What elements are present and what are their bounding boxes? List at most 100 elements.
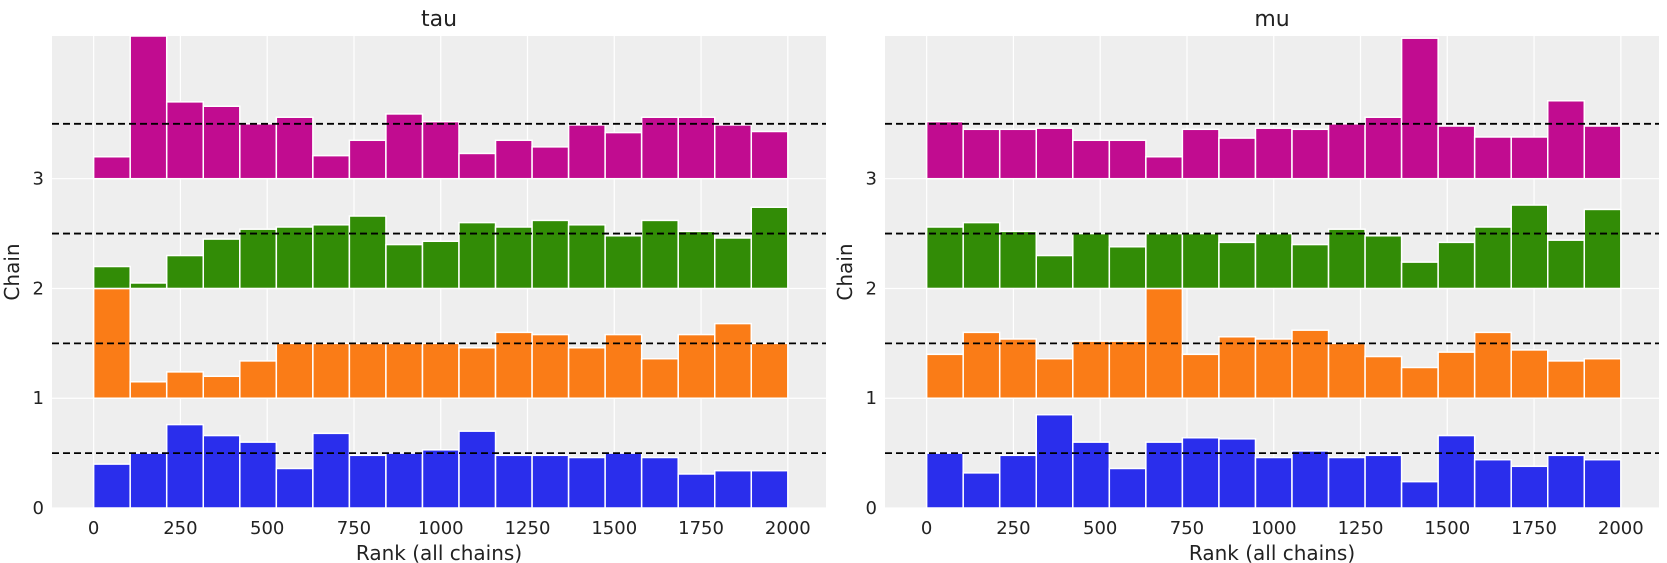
chain-1-bar	[494, 331, 533, 399]
chain-3-bar	[1072, 139, 1111, 180]
chain-0-bar	[385, 452, 424, 509]
chain-1-bar	[385, 342, 424, 399]
chain-1-bar	[1072, 340, 1111, 399]
chain-0-bar	[494, 454, 533, 509]
chain-3-bar	[640, 116, 679, 180]
chain-2-bar	[531, 219, 570, 290]
x-tick-label: 250	[996, 518, 1030, 539]
chain-3-bar	[1547, 100, 1586, 180]
chain-3-bar	[1218, 137, 1257, 180]
chain-3-bar	[1437, 125, 1476, 180]
chain-3-bar	[421, 120, 460, 180]
x-tick-label: 500	[1083, 518, 1117, 539]
chain-0-bar	[129, 452, 168, 509]
chain-2-bar	[925, 226, 964, 290]
x-tick-label: 1250	[505, 518, 551, 539]
chain-0-bar	[1218, 438, 1257, 509]
chain-1-bar	[640, 357, 679, 399]
chain-1-bar	[1364, 355, 1403, 399]
chain-0-bar	[567, 456, 606, 509]
chain-2-bar	[1583, 208, 1622, 290]
chain-1-bar	[348, 342, 387, 399]
chain-2-bar	[567, 224, 606, 290]
chain-2-bar	[239, 228, 278, 290]
chain-1-bar	[1510, 349, 1549, 399]
chain-1-bar	[129, 381, 168, 399]
y-tick-label: 0	[33, 498, 44, 519]
chain-0-bar	[1437, 434, 1476, 509]
chain-3-bar	[1035, 127, 1074, 180]
chain-1-bar	[962, 331, 1001, 399]
chain-3-bar	[604, 131, 643, 180]
chain-1-bar	[531, 333, 570, 399]
chain-0-bar	[1035, 413, 1074, 509]
chain-1-bar	[750, 342, 789, 399]
chain-2-bar	[677, 230, 716, 290]
chain-0-bar	[275, 467, 314, 509]
chain-2-bar	[458, 221, 497, 290]
chain-2-bar	[1364, 235, 1403, 290]
chain-0-bar	[962, 472, 1001, 509]
chain-0-bar	[1108, 467, 1147, 509]
x-tick-label: 1750	[678, 518, 724, 539]
chain-3-bar	[312, 154, 351, 180]
chain-0-bar	[640, 456, 679, 509]
chain-1-bar	[312, 342, 351, 399]
chain-0-bar	[925, 452, 964, 509]
chain-3-bar	[1254, 127, 1293, 180]
x-tick-label: 0	[88, 518, 99, 539]
chain-0-bar	[92, 463, 131, 509]
chain-2-bar	[714, 237, 753, 290]
chain-3-bar	[1108, 139, 1147, 180]
y-tick-label: 1	[866, 388, 877, 409]
chain-3-bar	[925, 120, 964, 180]
chain-0-bar	[714, 469, 753, 509]
x-tick-label: 1250	[1338, 518, 1384, 539]
chain-2-bar	[604, 235, 643, 290]
chain-2-bar	[1108, 246, 1147, 290]
chain-2-bar	[1035, 254, 1074, 290]
x-tick-label: 0	[921, 518, 932, 539]
chain-3-bar	[962, 128, 1001, 180]
x-tick-label: 750	[1170, 518, 1204, 539]
chain-0-bar	[348, 454, 387, 509]
x-axis-label: Rank (all chains)	[356, 541, 522, 563]
chain-1-bar	[1035, 357, 1074, 399]
chain-1-bar	[202, 375, 241, 399]
chain-0-bar	[677, 473, 716, 509]
chain-1-bar	[1400, 366, 1439, 399]
chain-0-bar	[1254, 456, 1293, 509]
y-tick-label: 3	[33, 169, 44, 190]
chain-2-bar	[1473, 226, 1512, 290]
chain-3-bar	[92, 155, 131, 180]
chain-1-bar	[1547, 360, 1586, 399]
y-tick-label: 1	[33, 388, 44, 409]
chain-2-bar	[1400, 261, 1439, 290]
chain-2-bar	[1145, 232, 1184, 290]
chain-0-bar	[998, 454, 1038, 509]
chain-0-bar	[1145, 441, 1184, 509]
chain-1-bar	[567, 346, 606, 399]
panel-title: tau	[421, 7, 457, 32]
chain-0-bar	[312, 432, 351, 509]
chain-3-bar	[998, 128, 1038, 180]
chain-3-bar	[531, 146, 570, 180]
y-tick-label: 0	[866, 498, 877, 519]
chain-2-bar	[494, 226, 533, 290]
chain-2-bar	[1547, 239, 1586, 290]
x-tick-label: 1000	[418, 518, 464, 539]
chain-3-bar	[1327, 123, 1366, 180]
chain-0-bar	[421, 449, 460, 509]
chain-0-bar	[239, 441, 278, 509]
chain-1-bar	[998, 338, 1038, 399]
x-tick-label: 500	[250, 518, 284, 539]
x-tick-label: 1750	[1511, 518, 1557, 539]
chain-0-bar	[1072, 441, 1111, 509]
chain-0-bar	[1400, 480, 1439, 509]
chain-3-bar	[239, 123, 278, 180]
chain-3-bar	[348, 139, 387, 180]
chain-2-bar	[275, 226, 314, 290]
chain-0-bar	[531, 454, 570, 509]
chain-2-bar	[1291, 243, 1330, 290]
chain-3-bar	[1145, 155, 1184, 180]
